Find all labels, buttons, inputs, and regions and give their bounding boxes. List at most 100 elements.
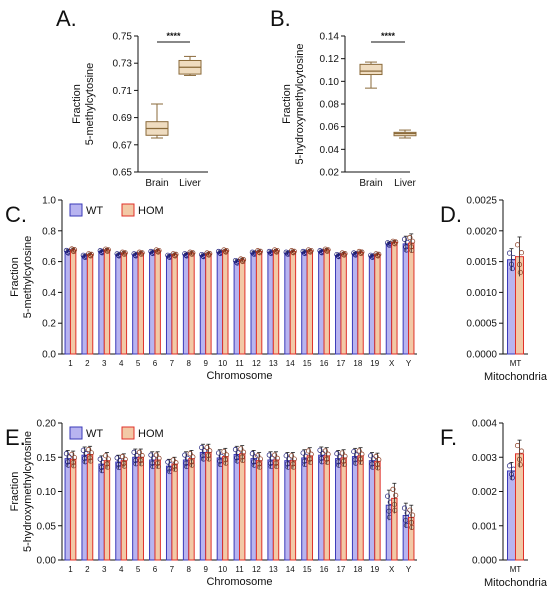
x-tick-label: 18 <box>353 359 362 368</box>
data-point <box>99 464 105 470</box>
bar-wt <box>335 458 342 561</box>
y-tick-label: 0.0 <box>42 350 56 361</box>
data-point <box>83 451 89 457</box>
bar-hom <box>188 252 195 355</box>
bar-hom <box>255 251 263 355</box>
y-tick-label: 0.003 <box>472 453 497 464</box>
data-point <box>353 452 360 458</box>
panel-letter: B. <box>270 6 291 31</box>
data-point <box>404 510 410 516</box>
y-tick-label: 0.8 <box>42 226 56 237</box>
data-point <box>200 253 206 259</box>
data-point <box>222 457 228 463</box>
bar-hom <box>205 451 212 561</box>
x-tick-label: 6 <box>153 565 158 574</box>
bar-hom <box>239 453 246 561</box>
data-point <box>370 456 376 462</box>
y-tick-label: 0.04 <box>320 145 340 156</box>
bar-wt <box>98 251 105 355</box>
data-point <box>71 248 77 255</box>
data-point <box>318 249 324 255</box>
y-tick-label: 0.14 <box>320 32 340 43</box>
data-point <box>289 453 295 459</box>
box-liver <box>178 55 202 76</box>
bar-hom <box>272 459 280 561</box>
bar-wt <box>199 451 207 561</box>
data-point <box>65 459 71 465</box>
data-point <box>232 447 238 453</box>
data-point <box>104 248 110 254</box>
bar-wt <box>64 458 71 561</box>
data-point <box>404 239 410 245</box>
x-tick-label: 16 <box>320 359 329 368</box>
data-point <box>119 454 126 460</box>
data-point <box>352 251 358 258</box>
data-point <box>341 252 347 258</box>
data-point <box>65 249 71 255</box>
data-point <box>155 249 161 255</box>
data-point <box>148 452 154 458</box>
data-point <box>334 451 340 457</box>
bar-wt <box>368 255 376 355</box>
data-point <box>222 248 228 254</box>
y-axis-label-line: 5-hydroxymethylcytosine <box>22 431 34 552</box>
data-point <box>357 456 364 462</box>
data-point <box>341 251 347 258</box>
data-point <box>256 461 262 467</box>
panel-letter: A. <box>56 6 77 31</box>
data-point <box>358 251 364 257</box>
y-tick-label: 0.69 <box>113 113 133 124</box>
data-point <box>386 508 392 514</box>
data-point <box>325 451 331 457</box>
data-point <box>189 462 195 468</box>
data-point <box>105 456 111 462</box>
bar-hom <box>171 254 178 355</box>
x-tick-label: 8 <box>187 565 192 574</box>
bar-wt <box>301 251 308 355</box>
y-tick-label: 0.10 <box>320 77 340 88</box>
bar-wt <box>267 251 274 355</box>
data-point <box>155 460 161 466</box>
x-tick-label: 10 <box>218 565 227 574</box>
bar-hom <box>357 251 364 355</box>
data-point <box>357 250 364 256</box>
data-point <box>516 262 523 268</box>
data-point <box>239 258 245 264</box>
data-point <box>252 454 258 460</box>
legend-label: HOM <box>138 428 164 440</box>
data-point <box>301 458 307 464</box>
x-tick-label: 11 <box>235 359 244 368</box>
y-tick-label: 0.0015 <box>466 257 497 268</box>
data-point <box>374 252 380 258</box>
legend-swatch-wt <box>69 426 83 440</box>
data-point <box>170 457 176 463</box>
data-point <box>256 249 262 255</box>
data-point <box>87 252 93 258</box>
x-tick-label: 3 <box>102 359 107 368</box>
data-point <box>403 244 409 250</box>
bar-wt <box>318 251 325 355</box>
data-point <box>71 463 77 469</box>
bar-wt <box>368 460 376 561</box>
data-point <box>324 248 330 254</box>
x-tick-label: 15 <box>303 359 312 368</box>
data-point <box>301 250 307 256</box>
significance-label: **** <box>381 31 396 41</box>
data-point <box>373 453 379 459</box>
data-point <box>518 448 525 454</box>
x-tick-label: 5 <box>136 565 141 574</box>
bar-wt <box>284 252 291 355</box>
data-point <box>307 456 313 462</box>
data-point <box>173 460 179 466</box>
data-point <box>206 456 212 462</box>
data-point <box>409 524 415 530</box>
data-point <box>407 235 413 241</box>
x-tick-label: 14 <box>286 565 295 574</box>
y-tick-label: 0.4 <box>42 288 56 299</box>
panel-d: D. 0.0000 0.0005 0.0010 0.0015 0.0020 0.0025 MT… <box>440 196 548 384</box>
x-tick-label: Liver <box>394 178 416 189</box>
data-point <box>88 253 94 259</box>
data-point <box>251 251 257 257</box>
x-tick-label: 4 <box>119 359 124 368</box>
bar-wt <box>385 243 393 355</box>
